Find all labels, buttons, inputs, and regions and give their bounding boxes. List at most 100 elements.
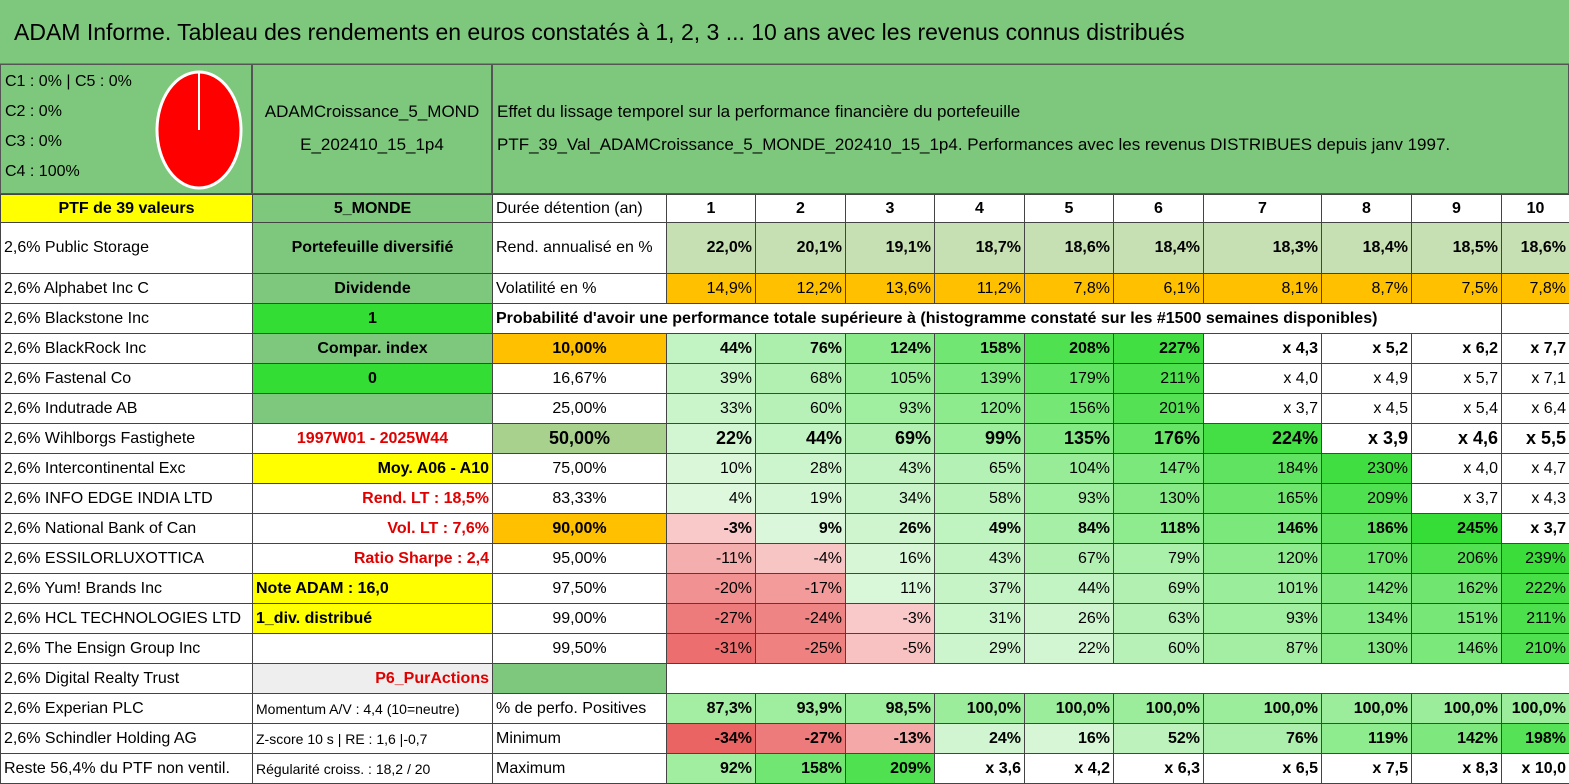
value-cell: x 3,9	[1322, 424, 1412, 454]
value-cell: 22,0%	[667, 223, 756, 274]
holding-cell: 2,6% Public Storage	[1, 223, 253, 274]
value-cell: 69%	[846, 424, 935, 454]
value-cell: 22%	[1025, 634, 1114, 664]
value-cell: x 6,2	[1412, 334, 1502, 364]
metric-label-cell: 10,00%	[493, 334, 667, 364]
metric-label-cell	[493, 664, 667, 694]
value-cell: 93%	[1204, 604, 1322, 634]
metric-label-cell: Maximum	[493, 754, 667, 784]
metric-label-cell: % de perfo. Positives	[493, 694, 667, 724]
value-cell: 101%	[1204, 574, 1322, 604]
value-cell: 7,5%	[1412, 274, 1502, 304]
holding-cell: 2,6% Schindler Holding AG	[1, 724, 253, 754]
value-cell: x 3,7	[1502, 514, 1569, 544]
metric-label-cell: 99,00%	[493, 604, 667, 634]
value-cell: 134%	[1322, 604, 1412, 634]
value-cell: x 4,0	[1204, 364, 1322, 394]
info-cell: Portefeuille diversifié	[253, 223, 493, 274]
value-cell: 158%	[935, 334, 1025, 364]
metric-label-cell: 25,00%	[493, 394, 667, 424]
holding-cell: 2,6% Digital Realty Trust	[1, 664, 253, 694]
value-cell: 26%	[1025, 604, 1114, 634]
value-cell: 201%	[1114, 394, 1204, 424]
holding-cell: 2,6% Fastenal Co	[1, 364, 253, 394]
value-cell: -11%	[667, 544, 756, 574]
year-header-cell: 5	[1025, 195, 1114, 223]
value-cell: 146%	[1204, 514, 1322, 544]
holding-cell: 2,6% Experian PLC	[1, 694, 253, 724]
value-cell: x 5,4	[1412, 394, 1502, 424]
metric-label-cell: 16,67%	[493, 364, 667, 394]
value-cell: 19%	[756, 484, 846, 514]
holding-cell: 2,6% Blackstone Inc	[1, 304, 253, 334]
value-cell: 7,8%	[1025, 274, 1114, 304]
value-cell: 22%	[667, 424, 756, 454]
value-cell: 135%	[1025, 424, 1114, 454]
year-header-cell: 3	[846, 195, 935, 223]
value-cell: 16%	[846, 544, 935, 574]
value-cell: 11%	[846, 574, 935, 604]
value-cell: -34%	[667, 724, 756, 754]
holding-cell: 2,6% Alphabet Inc C	[1, 274, 253, 304]
value-cell: x 6,3	[1114, 754, 1204, 784]
value-cell: 119%	[1322, 724, 1412, 754]
value-cell: 92%	[667, 754, 756, 784]
year-header-cell: 8	[1322, 195, 1412, 223]
metric-label-cell: Durée détention (an)	[493, 195, 667, 223]
value-cell: 147%	[1114, 454, 1204, 484]
holding-cell: 2,6% Intercontinental Exc	[1, 454, 253, 484]
value-cell: 9%	[756, 514, 846, 544]
value-cell: 29%	[935, 634, 1025, 664]
value-cell: x 4,3	[1204, 334, 1322, 364]
value-cell: 87%	[1204, 634, 1322, 664]
metric-label-cell: 75,00%	[493, 454, 667, 484]
value-cell: 99%	[935, 424, 1025, 454]
metric-label-cell: 50,00%	[493, 424, 667, 454]
value-cell: 209%	[846, 754, 935, 784]
info-cell	[253, 634, 493, 664]
value-cell: x 7,5	[1322, 754, 1412, 784]
value-cell: 104%	[1025, 454, 1114, 484]
value-cell: 18,7%	[935, 223, 1025, 274]
value-cell: 100,0%	[1322, 694, 1412, 724]
value-cell: 93,9%	[756, 694, 846, 724]
allocation-pie-chart	[155, 70, 243, 190]
value-cell: 60%	[1114, 634, 1204, 664]
holding-cell: 2,6% BlackRock Inc	[1, 334, 253, 364]
value-cell: 28%	[756, 454, 846, 484]
description-line2: PTF_39_Val_ADAMCroissance_5_MONDE_202410…	[497, 128, 1568, 161]
value-cell: 130%	[1322, 634, 1412, 664]
value-cell: x 5,5	[1502, 424, 1569, 454]
value-cell: 18,4%	[1322, 223, 1412, 274]
value-cell: 16%	[1025, 724, 1114, 754]
value-cell: 18,5%	[1412, 223, 1502, 274]
value-cell: 176%	[1114, 424, 1204, 454]
value-cell: 156%	[1025, 394, 1114, 424]
value-cell: 76%	[1204, 724, 1322, 754]
value-cell: x 3,7	[1412, 484, 1502, 514]
value-cell: 162%	[1412, 574, 1502, 604]
composition-line: C1 : 0% | C5 : 0%	[5, 73, 132, 91]
value-cell: x 7,1	[1502, 364, 1569, 394]
value-cell: 18,4%	[1114, 223, 1204, 274]
value-cell: x 4,7	[1502, 454, 1569, 484]
value-cell: 170%	[1322, 544, 1412, 574]
value-cell: 20,1%	[756, 223, 846, 274]
value-cell: x 8,3	[1412, 754, 1502, 784]
value-cell: 60%	[756, 394, 846, 424]
value-cell: x 3,7	[1204, 394, 1322, 424]
info-cell: Momentum A/V : 4,4 (10=neutre)	[253, 694, 493, 724]
value-cell: x 4,5	[1322, 394, 1412, 424]
year-header-cell: 9	[1412, 195, 1502, 223]
value-cell: 245%	[1412, 514, 1502, 544]
value-cell: 100,0%	[935, 694, 1025, 724]
info-cell: 5_MONDE	[253, 195, 493, 223]
holding-cell: 2,6% National Bank of Can	[1, 514, 253, 544]
